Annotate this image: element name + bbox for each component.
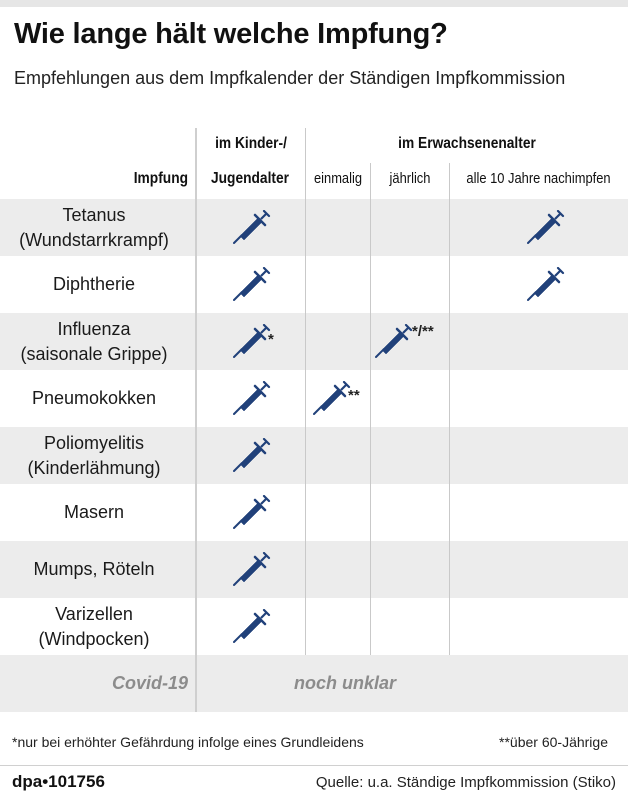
syringe-icon — [233, 267, 273, 301]
table-row-tetanus: Tetanus (Wundstarrkrampf) — [0, 199, 628, 256]
syringe-icon — [233, 210, 273, 244]
syringe-icon — [313, 381, 353, 415]
row-label: Pneumokokken — [0, 370, 188, 427]
page-title: Wie lange hält welche Impfung? — [14, 18, 448, 50]
row-label-line2: (Kinderlähmung) — [27, 457, 161, 478]
row-label-line1: Poliomyelitis — [43, 432, 145, 453]
agency-brand: dpa•101756 — [12, 772, 105, 791]
table-row-influenza: Influenza (saisonale Grippe) — [0, 313, 628, 370]
header-vaccine: Impfung — [133, 170, 188, 187]
syringe-icon — [233, 381, 273, 415]
row-label: Diphtherie — [0, 256, 188, 313]
header-child-line1: im Kinder-/ — [215, 135, 287, 152]
table-row-pneumokokken: Pneumokokken — [0, 370, 628, 427]
syringe-icon — [527, 267, 567, 301]
syringe-icon — [233, 438, 273, 472]
column-divider — [449, 163, 450, 655]
row-label-line1: Influenza — [57, 318, 131, 339]
note-influenza-yearly: */** — [412, 323, 434, 340]
row-label: Varizellen (Windpocken) — [0, 598, 188, 655]
syringe-icon — [233, 324, 273, 358]
note-pneumo-once: ** — [348, 387, 360, 404]
footnote-left: *nur bei erhöhter Gefährdung infolge ein… — [12, 734, 364, 750]
row-label-line2: (saisonale Grippe) — [20, 343, 168, 364]
row-label-line1: Masern — [63, 502, 125, 522]
column-divider — [370, 163, 371, 655]
table-row-masern: Masern — [0, 484, 628, 541]
page-subtitle: Empfehlungen aus dem Impfkalender der St… — [14, 68, 566, 88]
table-row-covid: Covid-19 noch unklar — [0, 655, 628, 712]
table-row-poliomyelitis: Poliomyelitis (Kinderlähmung) — [0, 427, 628, 484]
top-bar — [0, 0, 628, 7]
covid-status: noch unklar — [293, 673, 396, 693]
row-label-line2: (Windpocken) — [38, 628, 150, 649]
table-row-diphtherie: Diphtherie — [0, 256, 628, 313]
syringe-icon — [527, 210, 567, 244]
row-label-line1: Pneumokokken — [31, 388, 157, 408]
row-label-line1: Diphtherie — [52, 274, 136, 294]
row-label: Influenza (saisonale Grippe) — [0, 313, 188, 370]
column-divider — [195, 128, 197, 712]
syringe-icon — [233, 609, 273, 643]
row-label: Mumps, Röteln — [0, 541, 188, 598]
row-label-line2: (Wundstarrkrampf) — [19, 229, 169, 250]
header-adult-group: im Erwachsenenalter — [398, 135, 536, 152]
table-row-mumps-roeteln: Mumps, Röteln — [0, 541, 628, 598]
note-influenza-child: * — [268, 331, 274, 348]
row-label-line1: Tetanus — [62, 204, 126, 225]
covid-label: Covid-19 — [111, 673, 188, 693]
row-label-line1: Varizellen — [55, 603, 133, 624]
row-label: Poliomyelitis (Kinderlähmung) — [0, 427, 188, 484]
row-label-line1: Mumps, Röteln — [33, 559, 155, 579]
column-divider — [305, 128, 306, 655]
syringe-icon — [375, 324, 415, 358]
table-row-varizellen: Varizellen (Windpocken) — [0, 598, 628, 655]
source-note: Quelle: u.a. Ständige Impfkommission (St… — [315, 774, 616, 791]
syringe-icon — [233, 552, 273, 586]
header-every10: alle 10 Jahre nachimpfen — [466, 170, 611, 187]
header-once: einmalig — [313, 170, 363, 187]
footer-divider — [0, 765, 628, 766]
header-yearly: jährlich — [389, 170, 431, 187]
row-label: Tetanus (Wundstarrkrampf) — [0, 199, 188, 256]
row-label: Masern — [0, 484, 188, 541]
header-child-line2: Jugendalter — [211, 170, 289, 187]
syringe-icon — [233, 495, 273, 529]
footnote-right: **über 60-Jährige — [499, 734, 608, 750]
